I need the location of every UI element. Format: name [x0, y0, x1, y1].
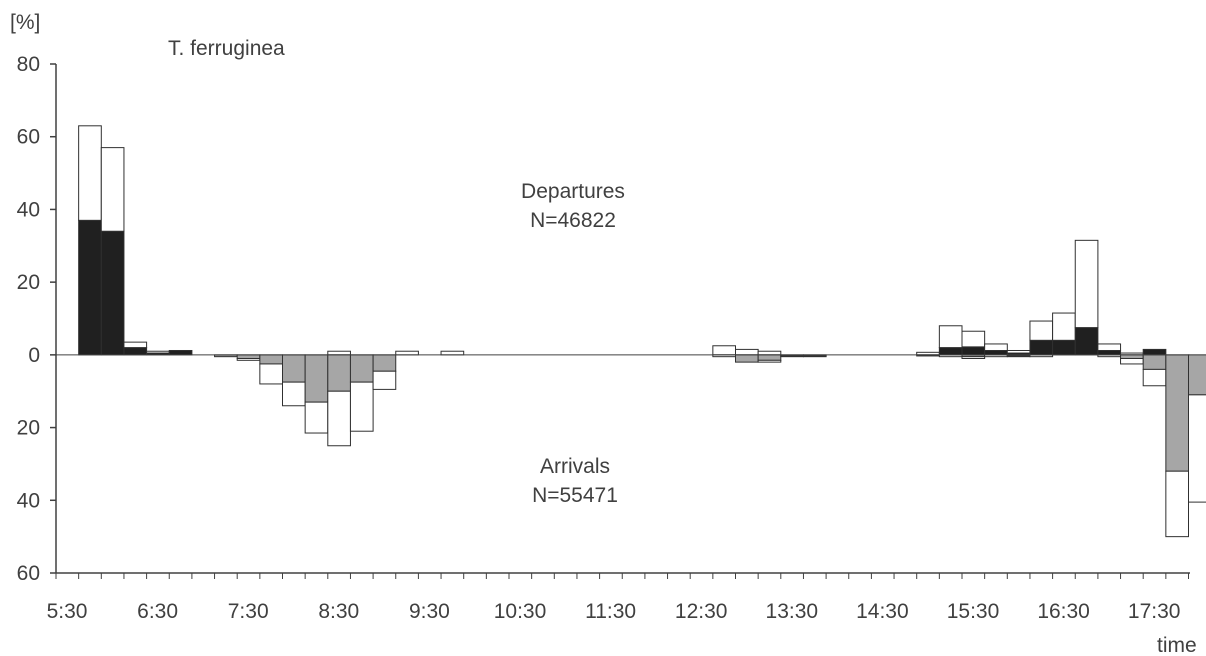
departure-dark-bar [1052, 339, 1076, 356]
y-tick-label: 60 [17, 126, 40, 149]
y-tick-label: 20 [17, 271, 40, 294]
ticks-layer: 80 60 40 20 0 20 40 60 5:30 6:30 7:30 8:30 9:30 10:30… [17, 53, 1189, 623]
departure-total-bar [712, 345, 736, 356]
arrival-total-bar [961, 356, 986, 359]
arrival-gray-bar [757, 354, 782, 361]
departure-total-bar [440, 350, 465, 356]
departure-total-bar [1074, 239, 1099, 329]
departure-total-bar [1006, 349, 1031, 354]
arrival-total-bar [349, 381, 374, 432]
arrivals-label: Arrivals [540, 455, 610, 478]
arrival-gray-bar [1188, 354, 1206, 396]
arrivals-count: N=55471 [532, 484, 618, 507]
arrival-gray-bar [1142, 354, 1167, 370]
departure-total-bar [984, 343, 1008, 351]
arrival-gray-bar [1165, 354, 1189, 472]
x-axis-label: time [1157, 634, 1197, 656]
y-tick-label: 0 [28, 344, 40, 367]
x-tick-label: 11:30 [585, 600, 636, 623]
departure-dark-bar [1142, 348, 1167, 356]
arrival-gray-bar [372, 354, 397, 372]
departure-total-bar [146, 350, 170, 354]
y-tick-label: 40 [17, 489, 40, 512]
x-tick-label: 8:30 [318, 600, 359, 623]
x-tick-label: 10:30 [494, 600, 547, 623]
arrival-total-bar [304, 401, 329, 434]
x-tick-label: 5:30 [47, 600, 88, 623]
x-tick-label: 17:30 [1128, 600, 1181, 623]
departure-total-bar [100, 147, 125, 232]
x-tick-label: 12:30 [675, 600, 728, 623]
arrival-total-bar [1188, 394, 1206, 503]
departure-total-bar [961, 330, 986, 348]
bars-layer [78, 125, 1206, 538]
departure-total-bar [1029, 320, 1054, 341]
x-tick-label: 13:30 [766, 600, 819, 623]
arrival-total-bar [802, 355, 827, 358]
arrival-gray-bar [327, 354, 351, 392]
departure-dark-bar [984, 349, 1008, 356]
departure-dark-bar [961, 346, 986, 356]
x-tick-label: 6:30 [137, 600, 178, 623]
departure-dark-bar [1029, 339, 1054, 356]
departure-total-bar [395, 350, 419, 356]
departure-total-bar [757, 350, 782, 356]
departures-count: N=46822 [530, 209, 616, 232]
arrival-gray-bar [735, 354, 759, 363]
departure-dark-bar [168, 349, 193, 356]
arrival-total-bar [259, 363, 284, 385]
arrival-total-bar [757, 359, 782, 363]
departure-dark-bar [100, 230, 125, 356]
departure-total-bar [78, 125, 102, 221]
departure-dark-bar [78, 219, 102, 356]
departures-label: Departures [521, 180, 625, 203]
departure-dark-bar [123, 347, 148, 356]
departure-total-bar [1052, 312, 1076, 341]
arrival-gray-bar [304, 354, 329, 403]
arrival-total-bar [780, 355, 804, 358]
arrival-gray-bar [282, 354, 306, 383]
departure-dark-bar [1097, 349, 1122, 356]
x-tick-label: 15:30 [947, 600, 1000, 623]
departure-total-bar [735, 348, 759, 356]
departure-total-bar [327, 350, 351, 356]
x-tick-label: 14:30 [856, 600, 909, 623]
arrival-gray-bar [1120, 354, 1144, 359]
departure-dark-bar [938, 347, 963, 356]
arrival-total-bar [1165, 470, 1189, 538]
arrival-total-bar [1120, 357, 1144, 365]
arrival-total-bar [1142, 368, 1167, 387]
arrival-total-bar [236, 357, 261, 361]
arrival-total-bar [282, 381, 306, 407]
departure-dark-bar [1074, 327, 1099, 356]
arrival-gray-bar [259, 354, 284, 365]
x-tick-label: 7:30 [228, 600, 269, 623]
arrival-gray-bar [236, 354, 261, 359]
departure-total-bar [1097, 343, 1122, 351]
arrival-total-bar [1006, 355, 1031, 358]
arrival-total-bar [372, 370, 397, 390]
y-tick-label: 40 [17, 198, 40, 221]
y-axis-label: [%] [10, 11, 40, 34]
x-tick-label: 9:30 [409, 600, 450, 623]
chart-title: T. ferruginea [168, 37, 285, 60]
arrival-gray-bar [349, 354, 374, 383]
x-tick-label: 16:30 [1037, 600, 1090, 623]
axes-layer [55, 64, 1190, 574]
departure-total-bar [938, 325, 963, 349]
y-tick-label: 20 [17, 417, 40, 440]
arrival-total-bar [327, 390, 351, 447]
departure-total-bar [123, 341, 148, 349]
y-tick-label: 60 [17, 562, 40, 585]
y-tick-label: 80 [17, 53, 40, 76]
